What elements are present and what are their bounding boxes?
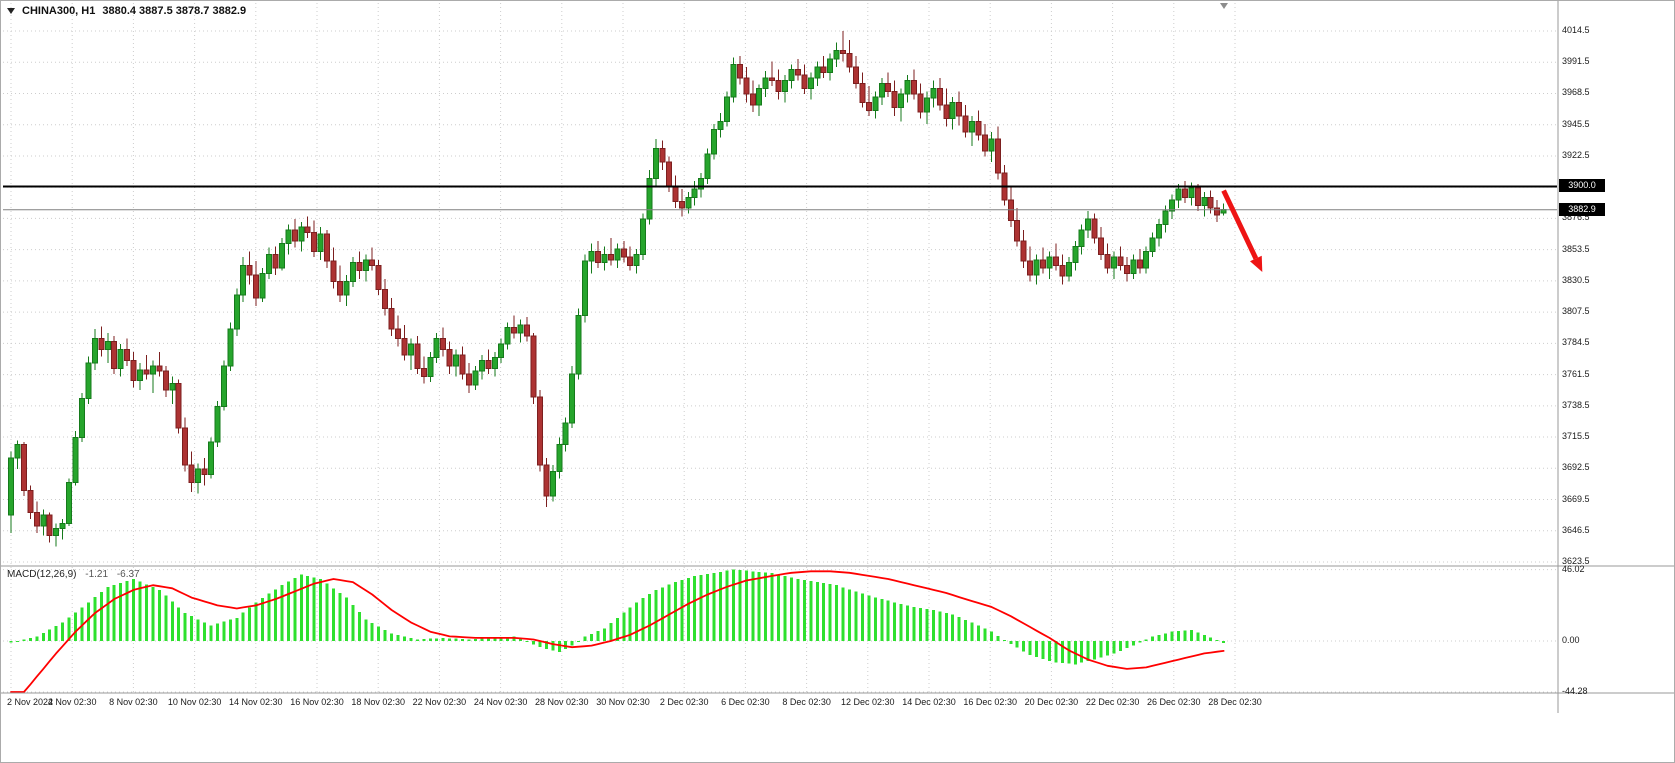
current-price-label: 3882.9 bbox=[1559, 202, 1605, 216]
macd-signal-value: -6.37 bbox=[116, 569, 140, 580]
chart-header: CHINA300, H1 3880.4 3887.5 3878.7 3882.9 bbox=[7, 5, 246, 17]
candlesticks bbox=[8, 31, 1227, 547]
macd-label: MACD(12,26,9) bbox=[7, 569, 77, 580]
pane-borders bbox=[1, 1, 1674, 713]
trend-arrow[interactable] bbox=[1221, 189, 1263, 273]
macd-signal-line bbox=[10, 570, 1225, 693]
symbol-dropdown-icon[interactable] bbox=[7, 8, 15, 14]
macd-histogram bbox=[9, 569, 1226, 665]
chart-shift-marker-icon[interactable] bbox=[1220, 3, 1228, 9]
symbol-timeframe-title: CHINA300, H1 bbox=[22, 5, 96, 17]
ohlc-values: 3880.4 3887.5 3878.7 3882.9 bbox=[102, 5, 247, 17]
macd-indicator-title: MACD(12,26,9) -1.21 -6.37 bbox=[7, 569, 140, 580]
price-line-label-3900: 3900.0 bbox=[1559, 179, 1605, 193]
macd-main-value: -1.21 bbox=[85, 569, 109, 580]
